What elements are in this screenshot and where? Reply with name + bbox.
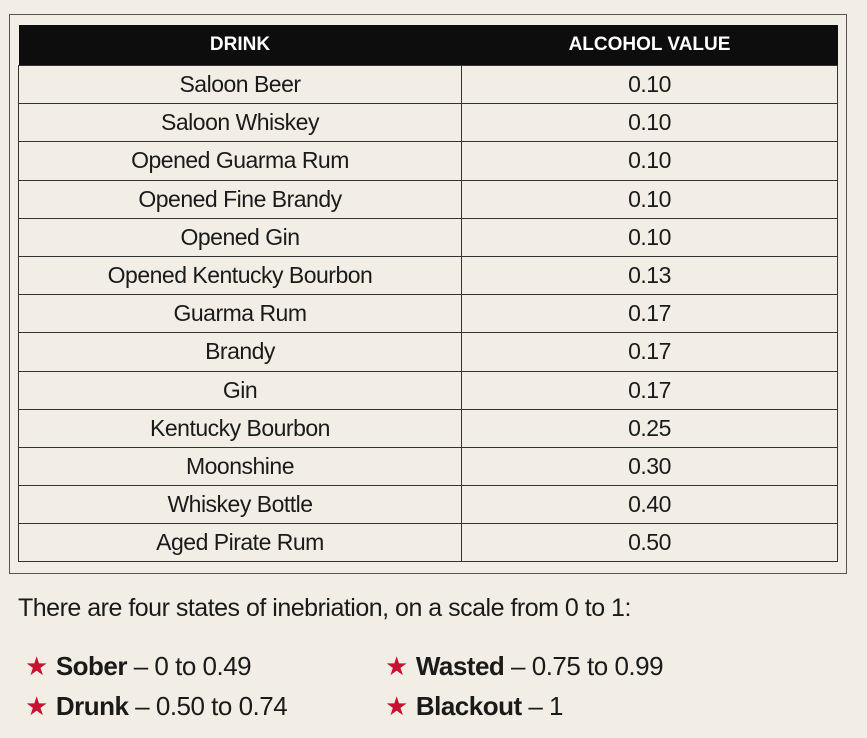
drink-cell: Opened Guarma Rum bbox=[18, 141, 462, 181]
drink-cell: Moonshine bbox=[18, 446, 462, 487]
state-name: Drunk bbox=[55, 691, 129, 721]
intro-text: There are four states of inebriation, on… bbox=[18, 594, 631, 622]
value-cell: 0.10 bbox=[461, 217, 838, 257]
table-row: Opened Gin 0.10 bbox=[18, 217, 838, 257]
drink-cell: Whiskey Bottle bbox=[18, 485, 462, 525]
table-row: Moonshine 0.30 bbox=[18, 446, 838, 487]
table-row: Brandy 0.17 bbox=[18, 332, 838, 372]
drink-cell: Opened Fine Brandy bbox=[18, 179, 462, 219]
table-body: Saloon Beer 0.10 Saloon Whiskey 0.10 Opened … bbox=[18, 64, 838, 563]
header-row: DRINK ALCOHOL VALUE bbox=[18, 25, 838, 66]
value-cell: 0.40 bbox=[461, 485, 838, 525]
state-item: ★ Wasted – 0.75 to 0.99 bbox=[385, 651, 664, 682]
table: DRINK ALCOHOL VALUE Saloon Beer 0.10 Saloo… bbox=[18, 25, 838, 563]
value-cell: 0.10 bbox=[461, 179, 838, 219]
table-row: Kentucky Bourbon 0.25 bbox=[18, 408, 838, 448]
state-name: Sober bbox=[55, 651, 128, 681]
state-item: ★ Sober – 0 to 0.49 bbox=[25, 651, 252, 682]
star-icon: ★ bbox=[385, 691, 408, 721]
drink-cell: Kentucky Bourbon bbox=[18, 408, 462, 448]
state-range: – 0.75 to 0.99 bbox=[511, 651, 664, 681]
value-cell: 0.17 bbox=[461, 294, 838, 334]
drink-cell: Opened Kentucky Bourbon bbox=[18, 255, 462, 296]
state-item: ★ Drunk – 0.50 to 0.74 bbox=[25, 691, 288, 722]
table-row: Opened Guarma Rum 0.10 bbox=[18, 141, 838, 181]
value-cell: 0.13 bbox=[461, 255, 838, 296]
table-row: Gin 0.17 bbox=[18, 370, 838, 410]
drink-cell: Saloon Whiskey bbox=[18, 103, 462, 143]
value-cell: 0.10 bbox=[461, 64, 838, 105]
state-name: Blackout bbox=[415, 691, 522, 721]
frame bbox=[9, 14, 847, 574]
value-cell: 0.17 bbox=[461, 332, 838, 372]
drink-cell: Opened Gin bbox=[18, 217, 462, 257]
drink-cell: Saloon Beer bbox=[18, 64, 462, 105]
drink-cell: Guarma Rum bbox=[18, 294, 462, 334]
state-name: Wasted bbox=[415, 651, 505, 681]
state-range: – 0 to 0.49 bbox=[133, 651, 252, 681]
drink-cell: Brandy bbox=[18, 332, 462, 372]
table-row: Guarma Rum 0.17 bbox=[18, 294, 838, 334]
header-cell: ALCOHOL VALUE bbox=[461, 25, 838, 66]
header-cell: DRINK bbox=[18, 25, 462, 66]
table-row: Saloon Beer 0.10 bbox=[18, 64, 838, 105]
value-cell: 0.17 bbox=[461, 370, 838, 410]
state-range: – 0.50 to 0.74 bbox=[135, 691, 288, 721]
star-icon: ★ bbox=[25, 691, 48, 721]
table-row: Aged Pirate Rum 0.50 bbox=[18, 523, 838, 563]
drink-cell: Gin bbox=[18, 370, 462, 410]
drink-cell: Aged Pirate Rum bbox=[18, 523, 462, 563]
table-row: Opened Fine Brandy 0.10 bbox=[18, 179, 838, 219]
table-row: Saloon Whiskey 0.10 bbox=[18, 103, 838, 143]
value-cell: 0.50 bbox=[461, 523, 838, 563]
value-cell: 0.25 bbox=[461, 408, 838, 448]
value-cell: 0.30 bbox=[461, 446, 838, 487]
star-icon: ★ bbox=[385, 651, 408, 681]
state-range: – 1 bbox=[528, 691, 564, 721]
state-item: ★ Blackout – 1 bbox=[385, 691, 564, 722]
value-cell: 0.10 bbox=[461, 103, 838, 143]
table-row: Opened Kentucky Bourbon 0.13 bbox=[18, 255, 838, 296]
table-row: Whiskey Bottle 0.40 bbox=[18, 485, 838, 525]
value-cell: 0.10 bbox=[461, 141, 838, 181]
star-icon: ★ bbox=[25, 651, 48, 681]
